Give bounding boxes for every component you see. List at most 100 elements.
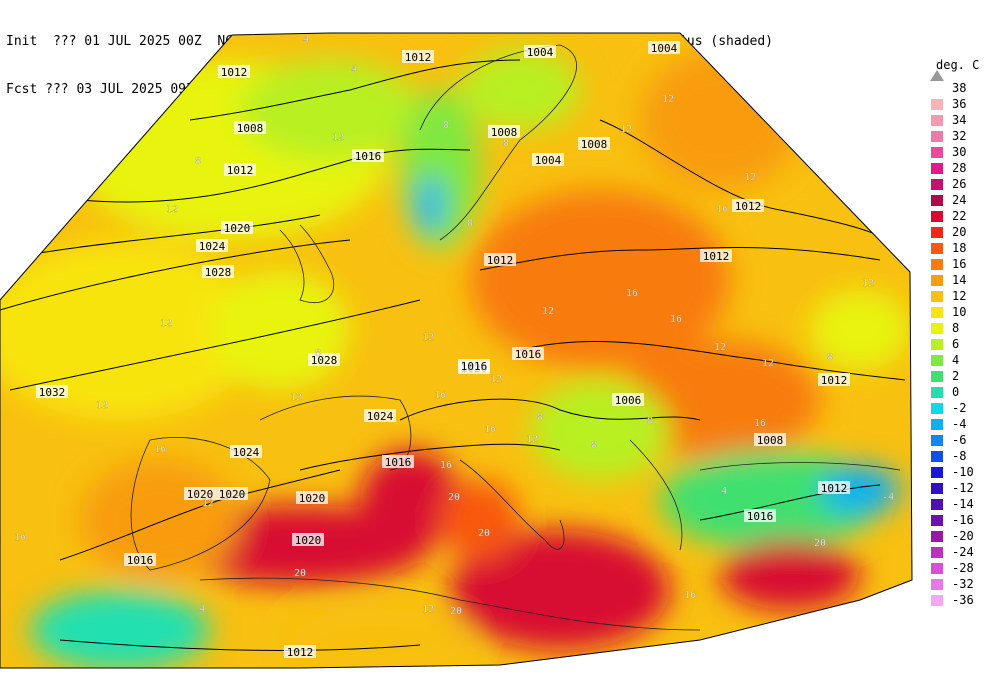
dewpoint-label: 12 — [762, 358, 774, 369]
legend-label: 22 — [952, 209, 967, 223]
dewpoint-label: 20 — [478, 528, 490, 539]
dewpoint-label: -4 — [882, 492, 894, 503]
legend-swatch — [931, 419, 943, 430]
isobar-label: 1016 — [124, 553, 156, 567]
dewpoint-label: 12 — [422, 604, 434, 615]
svg-text:1020: 1020 — [295, 534, 322, 547]
legend-label: 26 — [952, 177, 967, 191]
dewpoint-label: 4 — [351, 64, 357, 75]
dewpoint-label: 16 — [154, 444, 166, 455]
svg-text:1012: 1012 — [221, 66, 248, 79]
dewpoint-label: 16 — [684, 590, 696, 601]
dewpoint-label: 12 — [290, 392, 302, 403]
svg-text:1016: 1016 — [515, 348, 542, 361]
svg-text:1028: 1028 — [205, 266, 232, 279]
dewpoint-label: 12 — [490, 374, 502, 385]
svg-text:1004: 1004 — [535, 154, 562, 167]
svg-text:1012: 1012 — [821, 482, 848, 495]
dewpoint-label: 8 — [591, 440, 597, 451]
isobar-label: 1008 — [578, 137, 610, 151]
dewpoint-label: 8 — [537, 412, 543, 423]
svg-text:1012: 1012 — [821, 374, 848, 387]
isobar-label: 1012 — [818, 481, 850, 495]
svg-text:1008: 1008 — [757, 434, 784, 447]
dewpoint-label: 12 — [526, 434, 538, 445]
isobar-label: 1024 — [364, 409, 396, 423]
legend-swatch — [931, 179, 943, 190]
legend-swatch — [931, 579, 943, 590]
legend-swatch — [931, 163, 943, 174]
legend-swatch — [931, 387, 943, 398]
legend-swatch — [931, 259, 943, 270]
svg-text:1024: 1024 — [367, 410, 394, 423]
isobar-label: 1020 — [216, 487, 248, 501]
legend-label: -8 — [952, 449, 967, 463]
isobar-label: 1012 — [224, 163, 256, 177]
isobar-label: 1008 — [754, 433, 786, 447]
legend-swatch — [931, 115, 943, 126]
isobar-label: 1020 — [292, 533, 324, 547]
svg-text:1012: 1012 — [735, 200, 762, 213]
dewpoint-label: 4 — [199, 604, 205, 615]
dewpoint-label: 12 — [714, 342, 726, 353]
dewpoint-label: 12 — [332, 132, 344, 143]
legend-label: 28 — [952, 161, 967, 175]
dewpoint-label: 4 — [303, 34, 309, 45]
legend-swatch — [931, 243, 943, 254]
legend-label: -36 — [952, 593, 974, 607]
legend-label: 8 — [952, 321, 960, 335]
legend-swatch — [931, 451, 943, 462]
legend-swatch — [931, 499, 943, 510]
dewpoint-label: 12 — [542, 306, 554, 317]
legend-label: -20 — [952, 529, 974, 543]
legend-swatch — [931, 563, 943, 574]
dewpoint-label: 8 — [827, 352, 833, 363]
isobar-label: 1012 — [732, 199, 764, 213]
isobar-label: 1028 — [202, 265, 234, 279]
dewpoint-label: 16 — [754, 418, 766, 429]
isobar-label: 1004 — [524, 45, 556, 59]
dewpoint-label: 12 — [620, 124, 632, 135]
svg-text:1016: 1016 — [461, 360, 488, 373]
isobar-label: 1016 — [352, 149, 384, 163]
svg-text:1012: 1012 — [405, 51, 432, 64]
isobar-label: 1016 — [458, 359, 490, 373]
isobar-label: 1012 — [700, 249, 732, 263]
legend-label: 18 — [952, 241, 967, 255]
legend-label: -6 — [952, 433, 967, 447]
legend-label: 30 — [952, 145, 967, 159]
isobar-label: 1020 — [296, 491, 328, 505]
legend-label: 16 — [952, 257, 967, 271]
legend-swatch — [931, 195, 943, 206]
legend-label: 4 — [952, 353, 960, 367]
legend-swatch — [931, 531, 943, 542]
isobar-label: 1004 — [648, 41, 680, 55]
svg-text:1016: 1016 — [127, 554, 154, 567]
dewpoint-label: 20 — [448, 492, 460, 503]
legend-swatch — [931, 467, 943, 478]
legend-label: 12 — [952, 289, 967, 303]
legend-swatch — [931, 339, 943, 350]
legend-swatch — [931, 515, 943, 526]
dewpoint-label: 8 — [195, 156, 201, 167]
dewpoint-label: 12 — [166, 204, 178, 215]
legend-label: 6 — [952, 337, 960, 351]
svg-text:1004: 1004 — [527, 46, 554, 59]
legend-swatch — [931, 371, 943, 382]
dewpoint-label: 8 — [647, 416, 653, 427]
dewpoint-label: 8 — [467, 218, 473, 229]
isobar-label: 1024 — [196, 239, 228, 253]
isobar-label: 1012 — [402, 50, 434, 64]
svg-text:1028: 1028 — [311, 354, 338, 367]
legend-swatch — [931, 435, 943, 446]
legend-label: -2 — [952, 401, 967, 415]
svg-text:1008: 1008 — [237, 122, 264, 135]
legend-max-arrow-icon — [930, 70, 944, 81]
dewpoint-label: 16 — [14, 532, 26, 543]
legend-label: 38 — [952, 81, 967, 95]
legend-swatch — [931, 211, 943, 222]
legend-swatch — [931, 131, 943, 142]
legend-label: 24 — [952, 193, 967, 207]
svg-text:1008: 1008 — [581, 138, 608, 151]
